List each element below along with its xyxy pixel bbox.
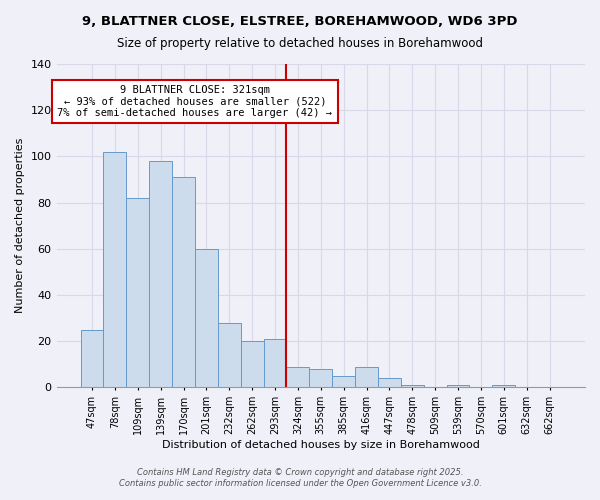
Text: 9, BLATTNER CLOSE, ELSTREE, BOREHAMWOOD, WD6 3PD: 9, BLATTNER CLOSE, ELSTREE, BOREHAMWOOD,… <box>82 15 518 28</box>
Bar <box>263 339 286 388</box>
Bar <box>127 198 149 388</box>
Bar <box>286 366 310 388</box>
Bar <box>493 385 515 388</box>
Text: 9 BLATTNER CLOSE: 321sqm
← 93% of detached houses are smaller (522)
7% of semi-d: 9 BLATTNER CLOSE: 321sqm ← 93% of detach… <box>58 85 332 118</box>
Bar <box>241 341 263 388</box>
Bar <box>195 249 218 388</box>
Bar <box>378 378 401 388</box>
Bar <box>80 330 103 388</box>
Text: Contains HM Land Registry data © Crown copyright and database right 2025.
Contai: Contains HM Land Registry data © Crown c… <box>119 468 481 487</box>
Bar <box>332 376 355 388</box>
Bar <box>310 369 332 388</box>
X-axis label: Distribution of detached houses by size in Borehamwood: Distribution of detached houses by size … <box>162 440 480 450</box>
Bar <box>218 322 241 388</box>
Y-axis label: Number of detached properties: Number of detached properties <box>15 138 25 314</box>
Bar <box>355 366 378 388</box>
Bar <box>149 161 172 388</box>
Text: Size of property relative to detached houses in Borehamwood: Size of property relative to detached ho… <box>117 38 483 51</box>
Bar <box>401 385 424 388</box>
Bar <box>103 152 127 388</box>
Bar <box>446 385 469 388</box>
Bar <box>172 177 195 388</box>
